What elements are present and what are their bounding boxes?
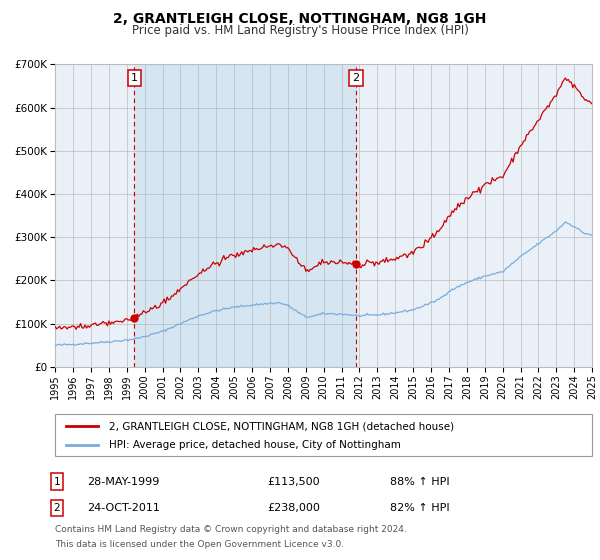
Text: Contains HM Land Registry data © Crown copyright and database right 2024.: Contains HM Land Registry data © Crown c…: [55, 525, 407, 534]
Text: £113,500: £113,500: [267, 477, 320, 487]
Text: 2: 2: [53, 503, 61, 513]
Text: 2: 2: [353, 73, 359, 83]
Text: This data is licensed under the Open Government Licence v3.0.: This data is licensed under the Open Gov…: [55, 540, 344, 549]
Text: 1: 1: [53, 477, 61, 487]
Text: Price paid vs. HM Land Registry's House Price Index (HPI): Price paid vs. HM Land Registry's House …: [131, 24, 469, 36]
Text: 88% ↑ HPI: 88% ↑ HPI: [390, 477, 449, 487]
Text: 28-MAY-1999: 28-MAY-1999: [87, 477, 160, 487]
FancyBboxPatch shape: [55, 414, 592, 456]
Text: 82% ↑ HPI: 82% ↑ HPI: [390, 503, 449, 513]
Text: 2, GRANTLEIGH CLOSE, NOTTINGHAM, NG8 1GH (detached house): 2, GRANTLEIGH CLOSE, NOTTINGHAM, NG8 1GH…: [109, 421, 454, 431]
Text: 24-OCT-2011: 24-OCT-2011: [87, 503, 160, 513]
Text: HPI: Average price, detached house, City of Nottingham: HPI: Average price, detached house, City…: [109, 440, 401, 450]
Text: 1: 1: [131, 73, 137, 83]
Bar: [134, 64, 356, 367]
Text: £238,000: £238,000: [267, 503, 320, 513]
Text: 2, GRANTLEIGH CLOSE, NOTTINGHAM, NG8 1GH: 2, GRANTLEIGH CLOSE, NOTTINGHAM, NG8 1GH: [113, 12, 487, 26]
